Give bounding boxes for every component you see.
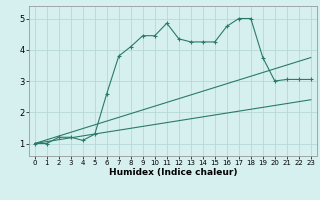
- X-axis label: Humidex (Indice chaleur): Humidex (Indice chaleur): [108, 168, 237, 177]
